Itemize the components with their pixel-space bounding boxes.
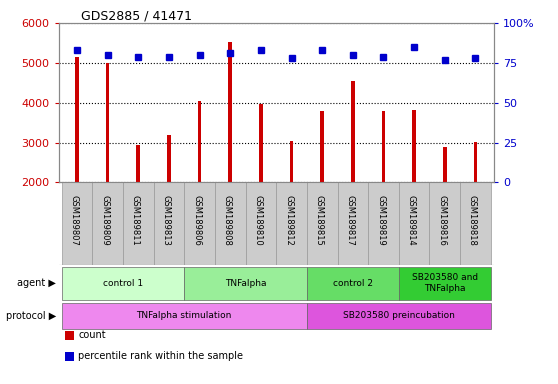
Text: protocol ▶: protocol ▶ xyxy=(6,311,56,321)
Bar xyxy=(92,182,123,265)
Text: GSM189812: GSM189812 xyxy=(284,195,293,245)
Bar xyxy=(61,303,307,329)
Text: GSM189818: GSM189818 xyxy=(468,195,477,246)
Text: GSM189814: GSM189814 xyxy=(407,195,416,245)
Text: control 2: control 2 xyxy=(333,279,373,288)
Bar xyxy=(307,303,491,329)
Text: GSM189807: GSM189807 xyxy=(70,195,79,246)
Bar xyxy=(153,182,184,265)
Text: SB203580 and
TNFalpha: SB203580 and TNFalpha xyxy=(412,273,478,293)
Bar xyxy=(184,182,215,265)
Bar xyxy=(61,267,184,300)
Bar xyxy=(399,267,491,300)
Text: GSM189809: GSM189809 xyxy=(100,195,109,245)
Bar xyxy=(399,182,430,265)
Bar xyxy=(368,182,399,265)
Bar xyxy=(259,104,263,182)
Bar xyxy=(307,182,338,265)
Text: SB203580 preincubation: SB203580 preincubation xyxy=(343,311,455,320)
Text: GSM189806: GSM189806 xyxy=(192,195,201,246)
Bar xyxy=(276,182,307,265)
Text: count: count xyxy=(78,330,106,340)
Text: GSM189810: GSM189810 xyxy=(253,195,262,245)
Text: control 1: control 1 xyxy=(103,279,143,288)
Bar xyxy=(412,110,416,182)
Text: GSM189819: GSM189819 xyxy=(376,195,385,245)
Bar xyxy=(61,182,92,265)
Bar xyxy=(290,141,294,182)
Bar xyxy=(443,147,446,182)
Bar xyxy=(215,182,246,265)
Text: TNFalpha: TNFalpha xyxy=(225,279,266,288)
Bar xyxy=(474,142,477,182)
Text: TNFalpha stimulation: TNFalpha stimulation xyxy=(137,311,232,320)
Bar xyxy=(460,182,491,265)
Bar xyxy=(137,146,140,182)
Bar xyxy=(338,182,368,265)
Text: GSM189817: GSM189817 xyxy=(345,195,354,246)
Bar xyxy=(106,63,109,182)
Bar xyxy=(65,352,74,361)
Bar xyxy=(351,81,355,182)
Bar xyxy=(184,267,307,300)
Text: GDS2885 / 41471: GDS2885 / 41471 xyxy=(81,9,192,22)
Bar xyxy=(198,101,201,182)
Text: GSM189813: GSM189813 xyxy=(161,195,170,246)
Text: GSM189816: GSM189816 xyxy=(437,195,446,246)
Text: GSM189808: GSM189808 xyxy=(223,195,232,246)
Bar xyxy=(382,111,386,182)
Text: GSM189815: GSM189815 xyxy=(315,195,324,245)
Text: GSM189811: GSM189811 xyxy=(131,195,140,245)
Bar xyxy=(167,135,171,182)
Text: agent ▶: agent ▶ xyxy=(17,278,56,288)
Bar xyxy=(228,42,232,182)
Bar xyxy=(75,57,79,182)
Bar xyxy=(430,182,460,265)
Bar xyxy=(123,182,153,265)
Bar xyxy=(246,182,276,265)
Bar xyxy=(307,267,399,300)
Text: percentile rank within the sample: percentile rank within the sample xyxy=(78,351,243,361)
Bar xyxy=(65,331,74,340)
Bar xyxy=(320,111,324,182)
